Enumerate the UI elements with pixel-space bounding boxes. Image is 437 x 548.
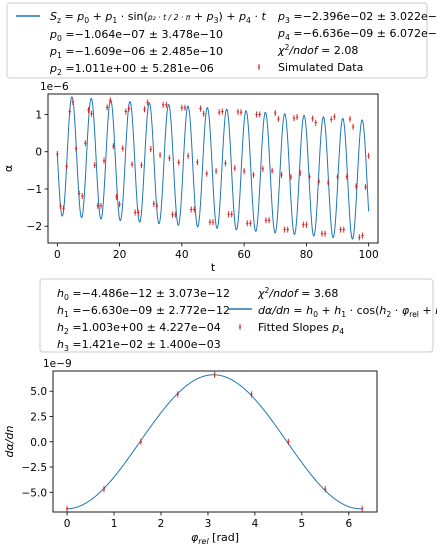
fit-curve-1 [56, 96, 370, 240]
y-tick-label-1: 1 [35, 109, 42, 121]
legend-param-h2: h2 =1.003e+00 ± 4.227e−04 [57, 321, 221, 336]
legend-fitted-slopes-label: Fitted Slopes p4 [258, 321, 344, 336]
y-tick-label-2: −5.0 [22, 487, 48, 499]
legend-chi2-ndof-2: χ2/ndof = 3.68 [257, 286, 338, 300]
fit-curve-2 [67, 374, 363, 510]
x-tick-label-2: 1 [111, 518, 118, 530]
legend-box-1 [6, 2, 428, 79]
legend-param-h1: h1 =−6.630e−09 ± 2.772e−12 [57, 304, 230, 319]
plot-frame-1 [47, 93, 379, 244]
legend-param-p0: p0 =−1.064e−07 ± 3.478e−10 [49, 28, 223, 43]
y-exponent-label-2: 1e−9 [43, 358, 72, 370]
y-tick-label-2: −2.5 [22, 462, 48, 474]
x-tick-label-1: 20 [113, 249, 126, 261]
y-axis-label-2: dα/dn [3, 426, 16, 458]
y-tick-label-1: −2 [27, 221, 42, 233]
x-axis-label-2: φrel [rad] [191, 531, 239, 546]
y-exponent-label-1: 1e−6 [40, 81, 69, 93]
y-tick-label-2: 5.0 [30, 386, 47, 398]
x-tick-label-1: 80 [300, 249, 313, 261]
x-tick-label-1: 60 [237, 249, 250, 261]
x-tick-label-1: 100 [359, 249, 379, 261]
x-axis-label-1: t [211, 261, 216, 274]
x-tick-label-1: 40 [175, 249, 188, 261]
x-tick-label-2: 5 [299, 518, 306, 530]
y-tick-label-1: 0 [35, 147, 42, 159]
legend-param-p1: p1 =−1.609e−06 ± 2.485e−10 [49, 45, 223, 60]
legend-fit-formula: Sz = p0 + p1 · sin(p₂ · t / 2 · π + p3) … [50, 10, 266, 25]
y-tick-label-1: −1 [27, 184, 42, 196]
legend-param-h0: h0 =−4.486e−12 ± 3.073e−12 [57, 287, 230, 302]
legend-chi2-ndof: χ2/ndof = 2.08 [277, 43, 358, 57]
x-tick-label-1: 0 [54, 249, 61, 261]
legend-param-p4: p4 =−6.636e−09 ± 6.072e−12 [277, 27, 437, 42]
x-tick-label-2: 3 [205, 518, 212, 530]
legend-box-2 [39, 278, 434, 353]
x-tick-label-2: 2 [158, 518, 165, 530]
legend-fit-formula-2: dα/dn = h0 + h1 · cos(h2 · φrel + h3)) [258, 304, 437, 319]
x-tick-label-2: 4 [252, 518, 259, 530]
y-tick-label-2: 2.5 [30, 411, 47, 423]
legend-simulated-data-label: Simulated Data [278, 61, 363, 74]
legend-param-p2: p2 =1.011e+00 ± 5.281e−06 [49, 62, 214, 77]
legend-param-h3: h3 =1.421e−02 ± 1.400e−03 [57, 338, 221, 353]
x-tick-label-2: 0 [64, 518, 71, 530]
legend-param-p3: p3 =−2.396e−02 ± 3.022e−04 [277, 10, 437, 25]
y-tick-label-2: 0.0 [30, 437, 47, 449]
y-axis-label-1: α [2, 165, 15, 172]
x-tick-label-2: 6 [345, 518, 352, 530]
